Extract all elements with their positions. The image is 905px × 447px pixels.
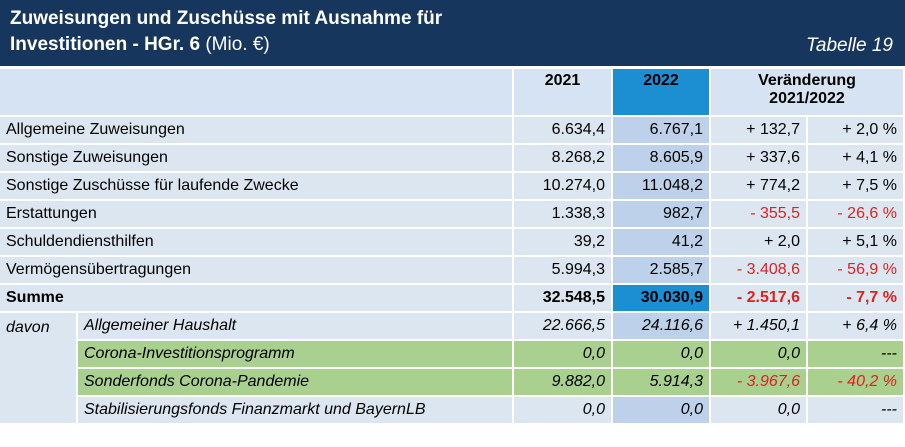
table-row: Schuldendiensthilfen 39,2 41,2 + 2,0 + 5,1 % [0,229,905,257]
value-2022: 41,2 [613,229,711,257]
value-2022: 982,7 [613,201,711,229]
sum-change-abs: - 2.517,6 [711,285,808,313]
row-label: Vermögensübertragungen [0,257,514,285]
sum-row: Summe 32.548,5 30.030,9 - 2.517,6 - 7,7 … [0,285,905,313]
change-header-line2: 2021/2022 [769,90,845,107]
table-row: Erstattungen 1.338,3 982,7- 355,5- 26,6 % [0,201,905,229]
title-line-1: Zuweisungen und Zuschüsse mit Ausnahme f… [10,8,443,29]
sub-row: Corona-Investitionsprogramm 0,0 0,0 0,0 --- [0,341,905,369]
change-abs: + 774,2 [711,173,808,201]
table-header-bar: Zuweisungen und Zuschüsse mit Ausnahme f… [0,0,905,66]
change-pct: + 5,1 % [808,229,905,257]
sum-2022: 30.030,9 [613,285,711,313]
sub-value-2022: 5.914,3 [613,369,711,397]
row-label: Allgemeine Zuweisungen [0,117,514,145]
value-2021: 8.268,2 [514,145,613,173]
table-row: Sonstige Zuschüsse für laufende Zwecke 10… [0,173,905,201]
sub-value-2021: 9.882,0 [514,369,613,397]
sub-row: Sonderfonds Corona-Pandemie 9.882,0 5.914,… [0,369,905,397]
sub-row-label: Sonderfonds Corona-Pandemie [78,369,514,397]
sub-value-2021: 0,0 [514,397,613,425]
sub-value-2022: 24.116,6 [613,313,711,341]
sub-change-abs: 0,0 [711,397,808,425]
sub-change-pct: + 6,4 % [808,313,905,341]
title-line-2: Investitionen - HGr. 6 (Mio. €) [10,34,270,56]
row-label: Erstattungen [0,201,514,229]
change-abs: - 355,5 [711,201,808,229]
sub-value-2021: 0,0 [514,341,613,369]
change-abs: + 2,0 [711,229,808,257]
sum-change-pct: - 7,7 % [808,285,905,313]
sum-label: Summe [0,285,514,313]
change-pct: + 4,1 % [808,145,905,173]
change-header-line1: Veränderung [758,72,856,89]
sub-row-label: Allgemeiner Haushalt [78,313,514,341]
sub-value-2022: 0,0 [613,397,711,425]
change-abs: - 3.408,6 [711,257,808,285]
sub-change-abs: 0,0 [711,341,808,369]
sub-change-pct: --- [808,397,905,425]
value-2022: 8.605,9 [613,145,711,173]
sub-change-abs: - 3.967,6 [711,369,808,397]
table-row: Vermögensübertragungen 5.994,3 2.585,7- 3.… [0,257,905,285]
table-row: Sonstige Zuweisungen 8.268,2 8.605,9 + 337,… [0,145,905,173]
col-2022-header: 2022 [613,69,711,117]
change-abs: + 132,7 [711,117,808,145]
davon-label: davon [0,313,78,425]
table-row: Allgemeine Zuweisungen 6.634,4 6.767,1 + 13… [0,117,905,145]
row-label: Schuldendiensthilfen [0,229,514,257]
title-unit: (Mio. €) [200,34,270,55]
change-pct: - 26,6 % [808,201,905,229]
sub-row-label: Stabilisierungsfonds Finanzmarkt und Bay… [78,397,514,425]
value-2021: 1.338,3 [514,201,613,229]
title-bold: Investitionen - HGr. 6 [10,34,201,55]
change-header: Veränderung 2021/2022 [711,69,905,117]
row-label: Sonstige Zuschüsse für laufende Zwecke [0,173,514,201]
value-2021: 10.274,0 [514,173,613,201]
value-2021: 6.634,4 [514,117,613,145]
sub-row-label: Corona-Investitionsprogramm [78,341,514,369]
value-2022: 11.048,2 [613,173,711,201]
sub-row: davon Allgemeiner Haushalt 22.666,5 24.116,… [0,313,905,425]
change-pct: - 56,9 % [808,257,905,285]
sub-value-2021: 22.666,5 [514,313,613,341]
value-2021: 5.994,3 [514,257,613,285]
label-column-header [0,69,514,117]
change-pct: + 7,5 % [808,173,905,201]
value-2021: 39,2 [514,229,613,257]
sub-change-pct: - 40,2 % [808,369,905,397]
column-header-row: 2021 2022 Veränderung 2021/2022 [0,69,905,117]
value-2022: 6.767,1 [613,117,711,145]
row-label: Sonstige Zuweisungen [0,145,514,173]
sub-value-2022: 0,0 [613,341,711,369]
table-number: Tabelle 19 [806,35,893,56]
value-2022: 2.585,7 [613,257,711,285]
sub-change-pct: --- [808,341,905,369]
col-2021-header: 2021 [514,69,613,117]
sub-row: Stabilisierungsfonds Finanzmarkt und Bay… [0,397,905,425]
sub-change-abs: + 1.450,1 [711,313,808,341]
sum-2021: 32.548,5 [514,285,613,313]
data-table: 2021 2022 Veränderung 2021/2022 Allgemein… [0,69,905,425]
change-abs: + 337,6 [711,145,808,173]
change-pct: + 2,0 % [808,117,905,145]
